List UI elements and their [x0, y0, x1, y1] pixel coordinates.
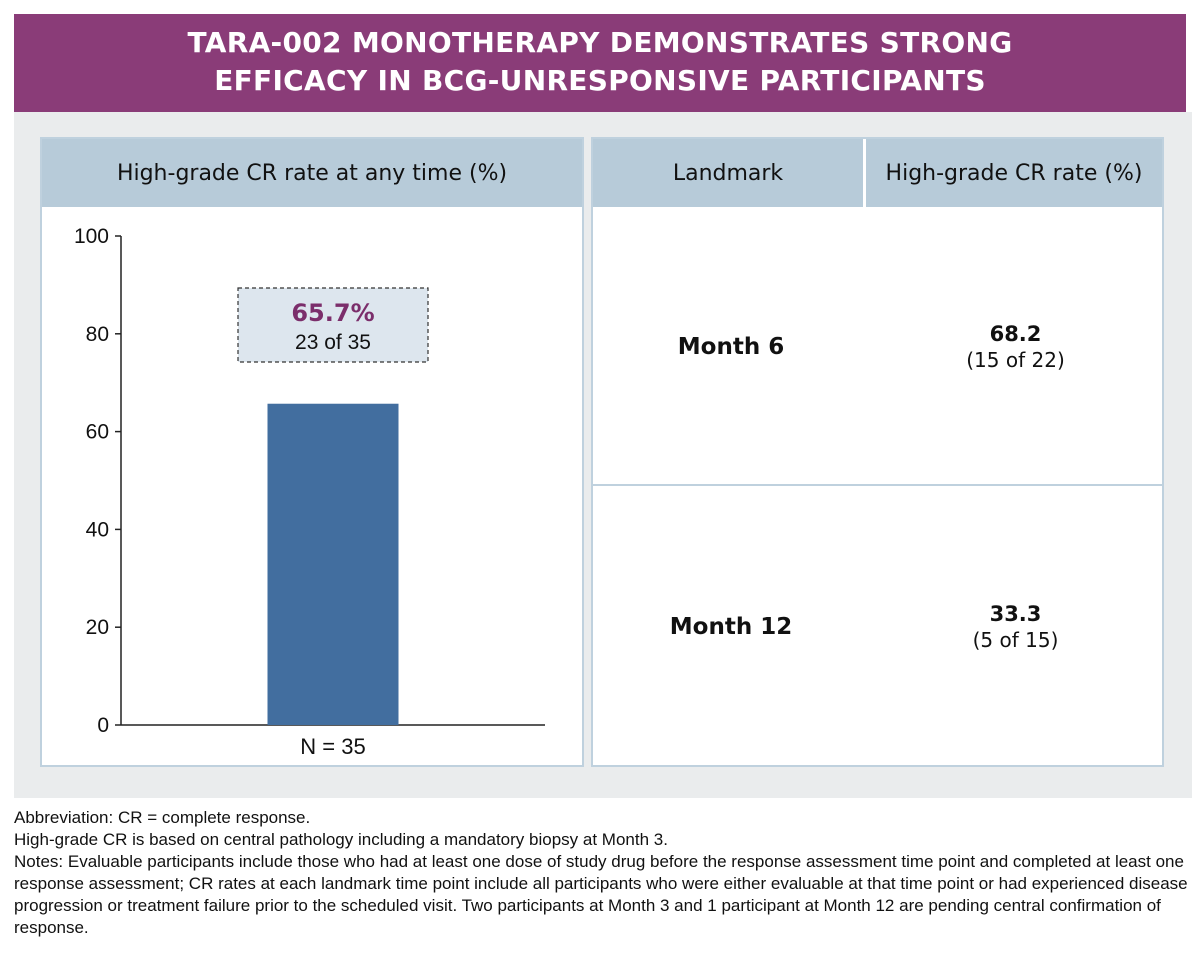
chart-panel: High-grade CR rate at any time (%) 0 20 40… — [40, 137, 584, 767]
table-header-rate: High-grade CR rate (%) — [866, 139, 1162, 207]
y-tick-label: 80 — [86, 323, 109, 346]
annotation-detail: 23 of 35 — [295, 331, 371, 354]
footnote-definition: High-grade CR is based on central pathol… — [14, 830, 668, 849]
table-row: Month 12 33.3 (5 of 15) — [593, 488, 1162, 765]
table-header-row: Landmark High-grade CR rate (%) — [593, 139, 1162, 207]
bar-chart: 0 20 40 60 80 100 N = 35 65.7% 23 of 35 — [74, 225, 545, 759]
bar — [267, 403, 399, 725]
landmark-cell: Month 12 — [669, 613, 793, 640]
y-tick-label: 60 — [86, 421, 109, 444]
banner-line-2: EFFICACY IN BCG-UNRESPONSIVE PARTICIPANT… — [214, 64, 986, 97]
x-category-label: N = 35 — [300, 734, 365, 759]
footnote-notes: Notes: Evaluable participants include th… — [14, 852, 1188, 937]
landmark-cell: Month 6 — [677, 333, 785, 360]
banner-line-1: TARA-002 MONOTHERAPY DEMONSTRATES STRONG — [187, 26, 1013, 59]
annotation-value: 65.7% — [291, 299, 374, 327]
annotation-box — [237, 287, 429, 363]
landmark-table: Landmark High-grade CR rate (%) Month 6 … — [591, 137, 1164, 767]
table-header-landmark: Landmark — [593, 139, 866, 207]
rate-value: 33.3 — [989, 601, 1042, 626]
y-tick-label: 100 — [74, 225, 109, 248]
chart-title: High-grade CR rate at any time (%) — [42, 139, 582, 207]
rate-value: 68.2 — [989, 321, 1042, 346]
table-row: Month 6 68.2 (15 of 22) — [593, 209, 1162, 486]
footnotes: Abbreviation: CR = complete response. Hi… — [14, 807, 1189, 939]
rate-cell: 33.3 (5 of 15) — [869, 488, 1162, 765]
title-banner: TARA-002 MONOTHERAPY DEMONSTRATES STRONG… — [14, 14, 1186, 112]
y-tick-label: 40 — [86, 518, 109, 541]
rate-fraction: (5 of 15) — [972, 627, 1059, 652]
rate-cell: 68.2 (15 of 22) — [869, 209, 1162, 484]
footnote-abbreviation: Abbreviation: CR = complete response. — [14, 808, 311, 827]
y-tick-label: 0 — [97, 714, 109, 737]
y-tick-label: 20 — [86, 616, 109, 639]
rate-fraction: (15 of 22) — [966, 347, 1065, 372]
